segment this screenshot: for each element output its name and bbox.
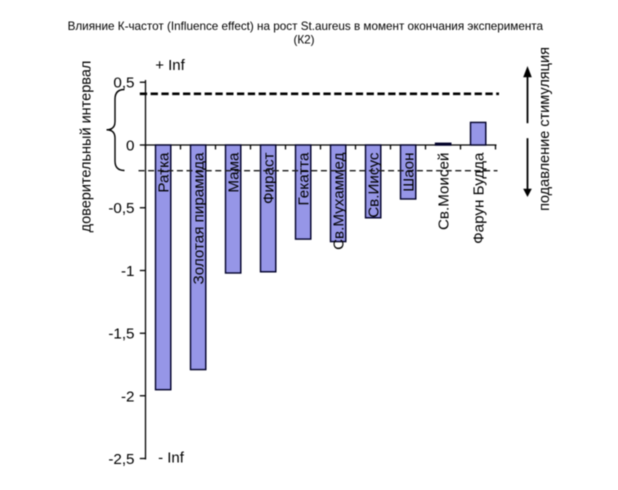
svg-text:Влияние К-частот (Influence ef: Влияние К-частот (Influence effect) на р… — [68, 20, 544, 33]
svg-text:Св.Моисей: Св.Моисей — [436, 153, 453, 231]
svg-text:Гекатта: Гекатта — [296, 152, 313, 205]
svg-text:-2: -2 — [121, 388, 135, 405]
svg-text:подавление стимуляция: подавление стимуляция — [537, 47, 553, 211]
svg-text:Мама: Мама — [226, 152, 243, 193]
svg-text:Св.Мухаммед: Св.Мухаммед — [331, 152, 348, 250]
svg-text:-1: -1 — [121, 263, 135, 280]
svg-text:+ Inf: + Inf — [155, 57, 185, 74]
svg-text:(К2): (К2) — [293, 33, 314, 46]
svg-text:Золотая пирамида: Золотая пирамида — [191, 152, 208, 284]
svg-text:Шаон: Шаон — [401, 153, 418, 192]
svg-text:-0,5: -0,5 — [108, 200, 134, 217]
svg-text:-2,5: -2,5 — [108, 451, 134, 468]
svg-text:- Inf: - Inf — [158, 450, 185, 467]
svg-text:-1,5: -1,5 — [108, 326, 134, 343]
svg-text:Св.Иисус: Св.Иисус — [366, 152, 383, 218]
svg-text:Ратка: Ратка — [156, 152, 173, 193]
svg-text:0: 0 — [126, 137, 134, 154]
svg-text:0,5: 0,5 — [113, 75, 134, 92]
svg-text:Фираст: Фираст — [261, 152, 278, 204]
svg-text:Фарун Будда: Фарун Будда — [471, 152, 488, 244]
svg-text:доверительный интервал: доверительный интервал — [79, 61, 95, 233]
